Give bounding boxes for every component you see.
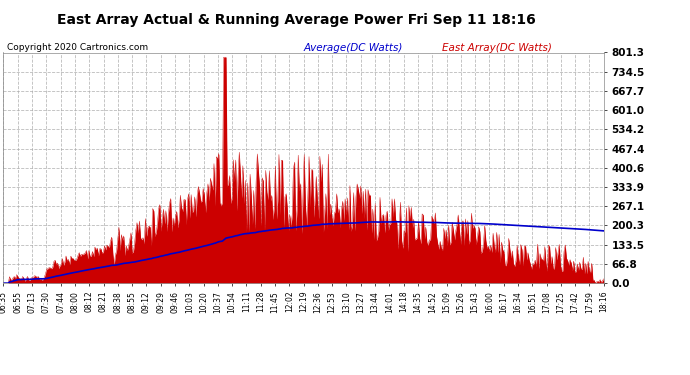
Text: East Array(DC Watts): East Array(DC Watts) [442,43,551,53]
Text: Copyright 2020 Cartronics.com: Copyright 2020 Cartronics.com [7,43,148,52]
Text: Average(DC Watts): Average(DC Watts) [304,43,403,53]
Text: East Array Actual & Running Average Power Fri Sep 11 18:16: East Array Actual & Running Average Powe… [57,13,536,27]
